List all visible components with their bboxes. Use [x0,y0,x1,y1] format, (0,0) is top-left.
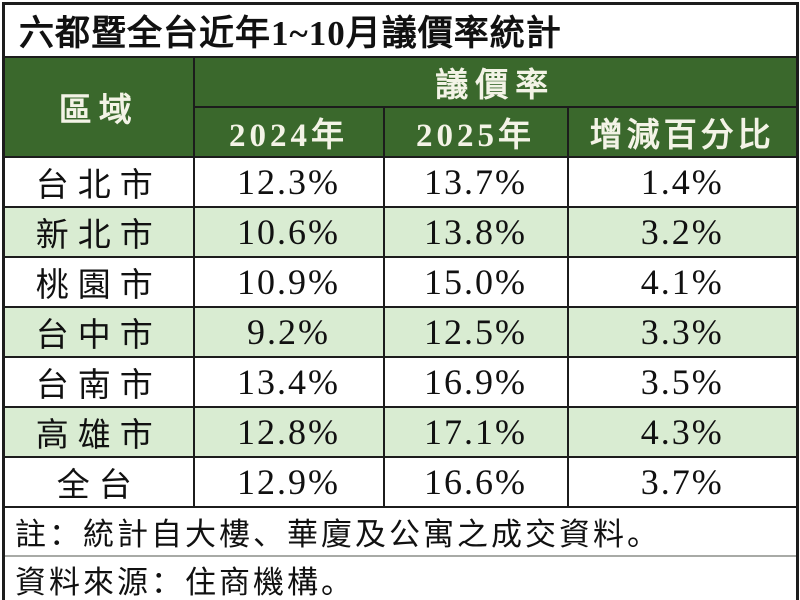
value-cell-2024: 10.9% [192,256,385,308]
region-cell: 台北市 [2,156,195,208]
value-cell-2024: 10.6% [192,206,385,258]
region-cell: 台中市 [2,306,195,358]
value-cell-2024: 13.4% [192,356,385,408]
col-header-2024: 2024年 [192,106,385,158]
page-title: 六都暨全台近年1~10月議價率統計 [2,2,799,58]
value-cell-diff: 3.7% [566,456,799,508]
table-note: 註：統計自大樓、華廈及公寓之成交資料。 [2,506,799,556]
value-cell-2025: 15.0% [382,256,569,308]
col-header-diff: 增減百分比 [566,106,799,158]
table-row-taoyuan: 桃園市 10.9% 15.0% 4.1% [2,256,799,308]
value-cell-2025: 17.1% [382,406,569,458]
table-row-taichung: 台中市 9.2% 12.5% 3.3% [2,306,799,358]
value-cell-diff: 3.3% [566,306,799,358]
table-row-kaohsiung: 高雄市 12.8% 17.1% 4.3% [2,406,799,458]
col-header-region: 區域 [2,56,195,158]
region-cell: 全台 [2,456,195,508]
value-cell-2025: 16.9% [382,356,569,408]
region-cell: 桃園市 [2,256,195,308]
value-cell-diff: 1.4% [566,156,799,208]
value-cell-2025: 13.8% [382,206,569,258]
table-row-nationwide: 全台 12.9% 16.6% 3.7% [2,456,799,508]
value-cell-2025: 12.5% [382,306,569,358]
source-row: 資料來源：住商機構。 [2,555,799,600]
value-cell-2024: 12.9% [192,456,385,508]
value-cell-diff: 3.5% [566,356,799,408]
value-cell-diff: 4.1% [566,256,799,308]
col-header-2025: 2025年 [382,106,569,158]
value-cell-diff: 4.3% [566,406,799,458]
value-cell-diff: 3.2% [566,206,799,258]
header-row-years: 2024年 2025年 增減百分比 [4,106,799,158]
title-row: 六都暨全台近年1~10月議價率統計 [2,2,799,58]
col-group-header-rate: 議價率 [192,56,799,108]
value-cell-2024: 12.8% [192,406,385,458]
data-source: 資料來源：住商機構。 [2,555,799,600]
table-row-taipei: 台北市 12.3% 13.7% 1.4% [2,156,799,208]
value-cell-2025: 13.7% [382,156,569,208]
header-row-group: 區域 議價率 [2,56,799,158]
value-cell-2024: 9.2% [192,306,385,358]
table-row-tainan: 台南市 13.4% 16.9% 3.5% [2,356,799,408]
region-cell: 新北市 [2,206,195,258]
table-row-newtaipei: 新北市 10.6% 13.8% 3.2% [2,206,799,258]
note-row: 註：統計自大樓、華廈及公寓之成交資料。 [2,506,799,556]
region-cell: 台南市 [2,356,195,408]
region-cell: 高雄市 [2,406,195,458]
value-cell-2025: 16.6% [382,456,569,508]
value-cell-2024: 12.3% [192,156,385,208]
